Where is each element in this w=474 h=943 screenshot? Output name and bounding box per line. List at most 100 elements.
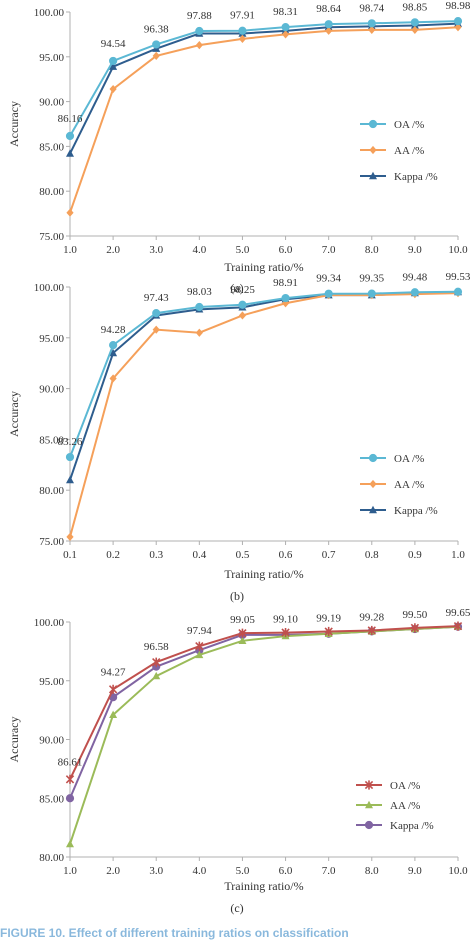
series-line xyxy=(69,625,459,780)
data-label: 96.58 xyxy=(144,641,169,653)
legend-entry: OA /% xyxy=(360,119,424,131)
x-tick-label: 0.8 xyxy=(365,549,379,561)
data-label: 99.48 xyxy=(403,271,428,283)
legend-entry: AA /% xyxy=(360,145,424,157)
y-tick-label: 95.00 xyxy=(39,333,64,345)
data-point xyxy=(324,289,333,298)
legend-label: OA /% xyxy=(394,453,424,465)
x-tick-label: 9.0 xyxy=(408,244,422,256)
data-point xyxy=(195,650,204,659)
legend-marker xyxy=(364,820,374,830)
y-axis-title: Accuracy xyxy=(7,717,21,763)
data-point xyxy=(152,657,161,667)
data-point xyxy=(410,623,420,633)
data-point xyxy=(325,26,333,35)
legend-entry: Kappa /% xyxy=(360,505,438,517)
x-tick-label: 3.0 xyxy=(149,244,163,256)
data-point xyxy=(324,20,333,29)
x-tick-label: 4.0 xyxy=(192,865,206,877)
legend-label: AA /% xyxy=(394,479,424,491)
legend-entry: OA /% xyxy=(356,780,420,792)
y-axis-title: Accuracy xyxy=(7,391,21,437)
data-label: 98.85 xyxy=(403,1,428,13)
data-label: 97.91 xyxy=(230,10,255,22)
data-point xyxy=(410,288,419,297)
chart-panel-1: 75.00 80.00 85.00 90.00 95.00 100.00 1.0 2.0 3.0… xyxy=(7,0,471,295)
data-point xyxy=(367,625,376,636)
data-point xyxy=(66,475,74,484)
x-tick-label: 6.0 xyxy=(279,244,293,256)
legend-marker xyxy=(369,505,377,514)
data-label: 99.10 xyxy=(273,614,298,626)
data-point xyxy=(65,774,75,784)
data-label: 96.38 xyxy=(144,23,169,35)
x-axis-title: Training ratio/% xyxy=(224,260,303,274)
legend-label: Kappa /% xyxy=(394,505,438,517)
x-tick-label: 8.0 xyxy=(365,865,379,877)
legend-label: Kappa /% xyxy=(394,171,438,183)
data-point xyxy=(238,311,247,320)
data-label: 98.74 xyxy=(359,2,384,14)
data-point xyxy=(453,17,463,26)
data-point xyxy=(238,26,247,35)
y-tick-label: 90.00 xyxy=(39,735,64,747)
data-point xyxy=(152,51,160,61)
x-tick-label: 0.6 xyxy=(279,549,293,561)
data-label: 99.65 xyxy=(446,607,471,619)
legend-label: AA /% xyxy=(394,145,424,157)
panel-caption: (a) xyxy=(230,281,243,295)
x-tick-label: 10.0 xyxy=(448,865,468,877)
legend-marker xyxy=(365,800,373,809)
data-point xyxy=(281,293,290,303)
x-tick-label: 5.0 xyxy=(236,244,250,256)
x-tick-label: 0.2 xyxy=(106,549,120,561)
x-tick-label: 2.0 xyxy=(106,244,120,256)
x-tick-label: 0.7 xyxy=(322,549,336,561)
series-line xyxy=(69,292,459,538)
data-label: 98.25 xyxy=(230,284,255,296)
data-label: 99.05 xyxy=(230,614,255,626)
y-tick-label: 80.00 xyxy=(39,852,64,864)
data-point xyxy=(109,84,117,94)
legend-label: OA /% xyxy=(390,780,420,792)
legend-entry: OA /% xyxy=(360,453,424,465)
data-label: 83.26 xyxy=(58,436,83,448)
x-tick-label: 1.0 xyxy=(63,244,77,256)
legend-entry: Kappa /% xyxy=(360,171,438,183)
data-point xyxy=(195,641,204,651)
data-point xyxy=(195,328,203,337)
legend-entry: AA /% xyxy=(356,800,420,812)
series-oa xyxy=(65,621,463,784)
data-point xyxy=(368,25,376,35)
x-tick-label: 0.4 xyxy=(192,549,206,561)
y-tick-label: 80.00 xyxy=(39,186,64,198)
y-tick-label: 80.00 xyxy=(39,485,64,497)
data-point xyxy=(195,41,203,50)
data-label: 97.88 xyxy=(187,10,212,22)
series-aa xyxy=(66,288,462,542)
data-label: 99.50 xyxy=(403,609,428,621)
data-point xyxy=(410,18,419,27)
x-tick-label: 1.0 xyxy=(63,865,77,877)
data-point xyxy=(66,839,74,848)
x-tick-label: 2.0 xyxy=(106,865,120,877)
y-axis-title: Accuracy xyxy=(7,101,21,147)
series-oa xyxy=(65,17,463,141)
data-label: 99.34 xyxy=(316,273,341,285)
data-point xyxy=(66,149,74,157)
chart-panel-3: 80.00 85.00 90.00 95.00 100.00 1.0 2.0 3.0 4.0 5.… xyxy=(7,607,471,915)
data-point xyxy=(66,208,74,217)
x-tick-label: 6.0 xyxy=(279,865,293,877)
panel-caption: (c) xyxy=(230,901,243,915)
legend-marker xyxy=(364,780,374,790)
x-tick-label: 8.0 xyxy=(365,244,379,256)
data-point xyxy=(238,34,247,43)
data-point xyxy=(238,636,247,644)
data-label: 98.91 xyxy=(273,277,298,289)
legend-label: OA /% xyxy=(394,119,424,131)
x-tick-label: 9.0 xyxy=(408,865,422,877)
data-label: 99.53 xyxy=(446,271,471,283)
x-axis-title: Training ratio/% xyxy=(224,567,303,581)
x-tick-label: 7.0 xyxy=(322,244,336,256)
data-label: 94.27 xyxy=(101,666,126,678)
